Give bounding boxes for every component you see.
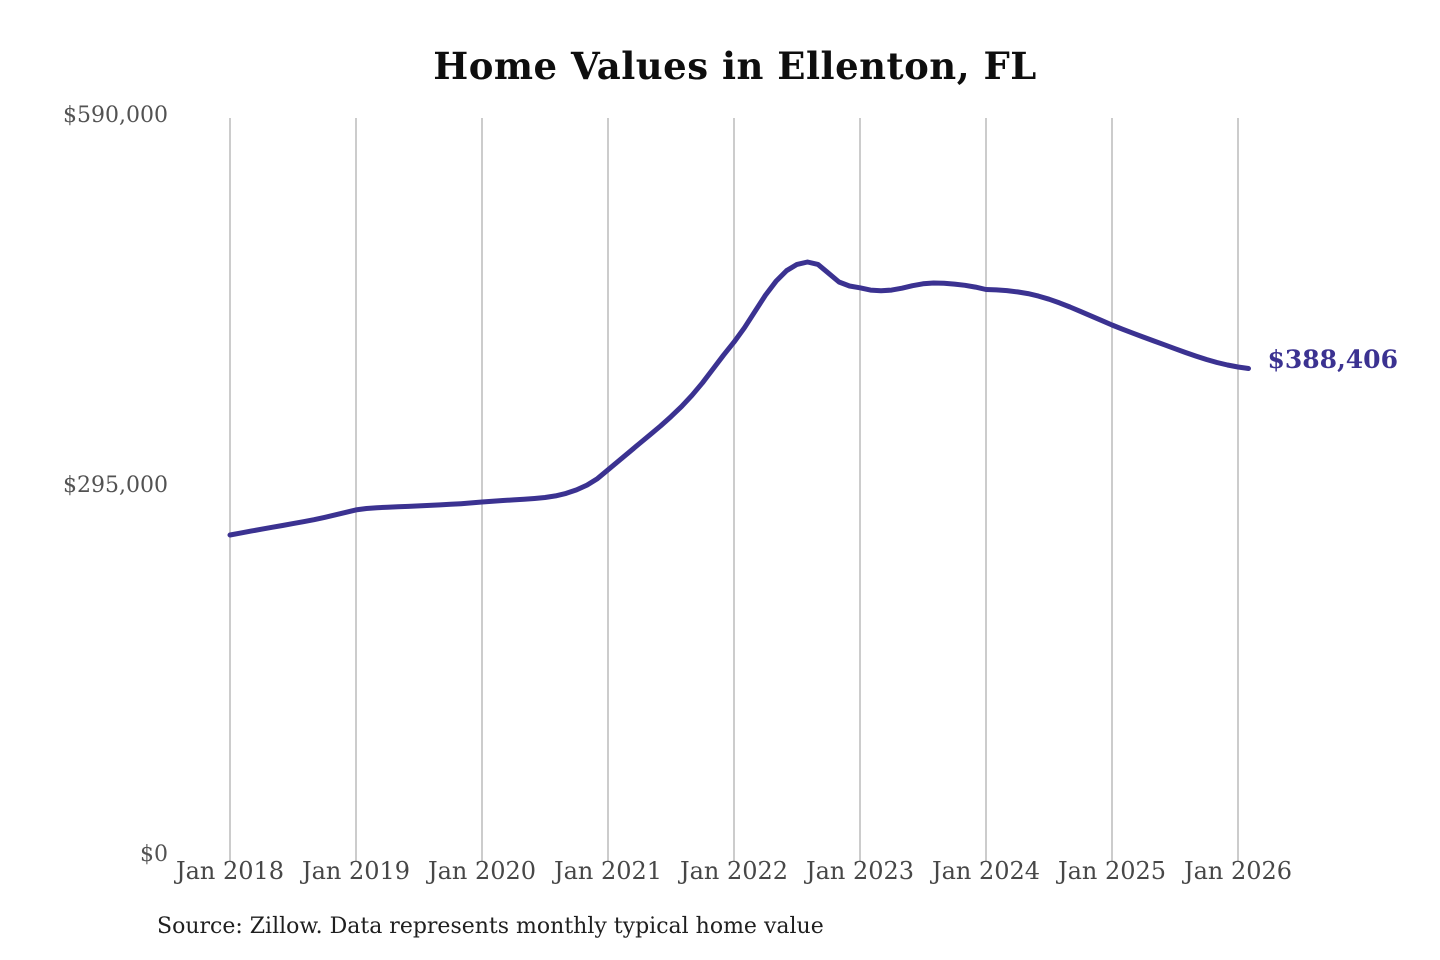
- x-tick-label: Jan 2018: [175, 857, 285, 885]
- x-tick-label: Jan 2024: [931, 857, 1041, 885]
- source-note: Source: Zillow. Data represents monthly …: [157, 914, 824, 939]
- latest-value-label: $388,406: [1267, 344, 1398, 374]
- x-tick-label: Jan 2025: [1057, 857, 1167, 885]
- x-tick-label: Jan 2023: [805, 857, 915, 885]
- y-tick-label: $295,000: [63, 472, 168, 498]
- x-tick-label: Jan 2022: [679, 857, 789, 885]
- x-tick-label: Jan 2026: [1183, 857, 1293, 885]
- y-tick-label: $590,000: [63, 103, 168, 128]
- x-tick-label: Jan 2019: [301, 857, 411, 885]
- x-tick-label: Jan 2020: [427, 857, 537, 885]
- home-value-line: [227, 259, 1251, 538]
- x-tick-label: Jan 2021: [553, 857, 663, 885]
- y-tick-label: $0: [140, 842, 168, 867]
- chart-title: Home Values in Ellenton, FL: [433, 44, 1037, 88]
